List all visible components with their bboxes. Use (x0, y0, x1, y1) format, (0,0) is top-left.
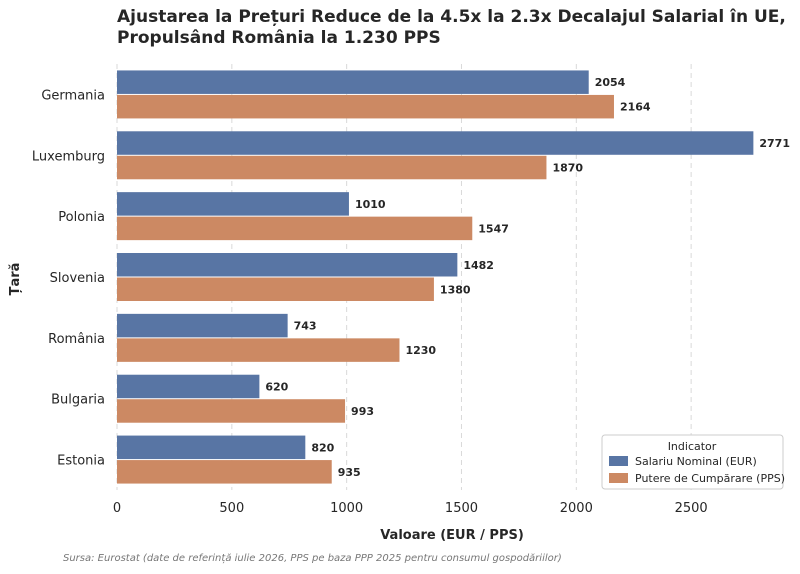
y-tick-label: Bulgaria (51, 393, 105, 408)
bar-value-label: 1010 (355, 198, 386, 211)
source-note: Sursa: Eurostat (date de referință iulie… (63, 553, 562, 564)
bars (117, 70, 754, 484)
bar-pps (117, 277, 434, 301)
bar-value-label: 2054 (595, 76, 626, 89)
bar-pps (117, 94, 614, 119)
y-tick-label: România (48, 332, 105, 347)
y-tick-labels: Germania Luxemburg Polonia Slovenia România B… (32, 88, 105, 468)
y-tick-label: Polonia (58, 210, 105, 225)
bar-value-label: 743 (294, 320, 317, 333)
bar-nominal (117, 192, 349, 216)
x-tick-label: 2000 (560, 501, 593, 516)
legend-title: Indicator (668, 440, 717, 453)
legend-label: Putere de Cumpărare (PPS) (635, 472, 785, 485)
bar-value-label: 620 (265, 380, 288, 393)
x-axis-label: Valoare (EUR / PPS) (380, 528, 524, 543)
bar-value-label: 1870 (552, 162, 583, 175)
grid-lines (116, 64, 692, 490)
legend: Indicator Salariu Nominal (EUR) Putere de… (601, 434, 785, 490)
bar-value-label: 2771 (759, 137, 790, 150)
legend-swatch (609, 473, 628, 483)
value-labels: 2054 2164 2771 1870 1010 1547 1482 1380 743 1230 6… (265, 76, 790, 479)
y-tick-label: Germania (41, 88, 105, 103)
bar-value-label: 1482 (463, 259, 494, 272)
y-tick-label: Estonia (57, 454, 105, 469)
y-axis-label: Țară (8, 263, 23, 296)
bar-nominal (117, 313, 288, 338)
legend-swatch (609, 456, 628, 466)
bar-pps (117, 155, 547, 180)
bar-value-label: 1380 (440, 283, 471, 296)
bar-pps (117, 338, 400, 362)
chart-title: Ajustarea la Prețuri Reduce de la 4.5x l… (117, 7, 786, 48)
bar-nominal (117, 253, 458, 277)
bar-value-label: 993 (351, 405, 374, 418)
y-tick-label: Luxemburg (32, 149, 105, 164)
bar-value-label: 1230 (405, 344, 436, 357)
bar-nominal (117, 435, 306, 460)
bar-nominal (117, 131, 754, 155)
bar-value-label: 935 (338, 466, 361, 479)
bar-pps (117, 460, 332, 484)
y-tick-label: Slovenia (50, 271, 105, 286)
legend-label: Salariu Nominal (EUR) (635, 455, 757, 468)
bar-value-label: 2164 (620, 101, 651, 114)
bar-value-label: 1547 (478, 222, 509, 235)
bar-pps (117, 216, 473, 241)
x-tick-label: 500 (219, 501, 244, 516)
bar-nominal (117, 374, 260, 399)
bar-pps (117, 399, 346, 423)
bar-value-label: 820 (311, 441, 334, 454)
x-tick-label: 1500 (445, 501, 478, 516)
x-tick-label: 2500 (675, 501, 708, 516)
x-tick-labels: 0 500 1000 1500 2000 2500 (113, 501, 708, 516)
x-tick-label: 0 (113, 501, 121, 516)
bar-nominal (117, 70, 589, 94)
x-tick-label: 1000 (330, 501, 363, 516)
legend-frame (601, 434, 784, 490)
